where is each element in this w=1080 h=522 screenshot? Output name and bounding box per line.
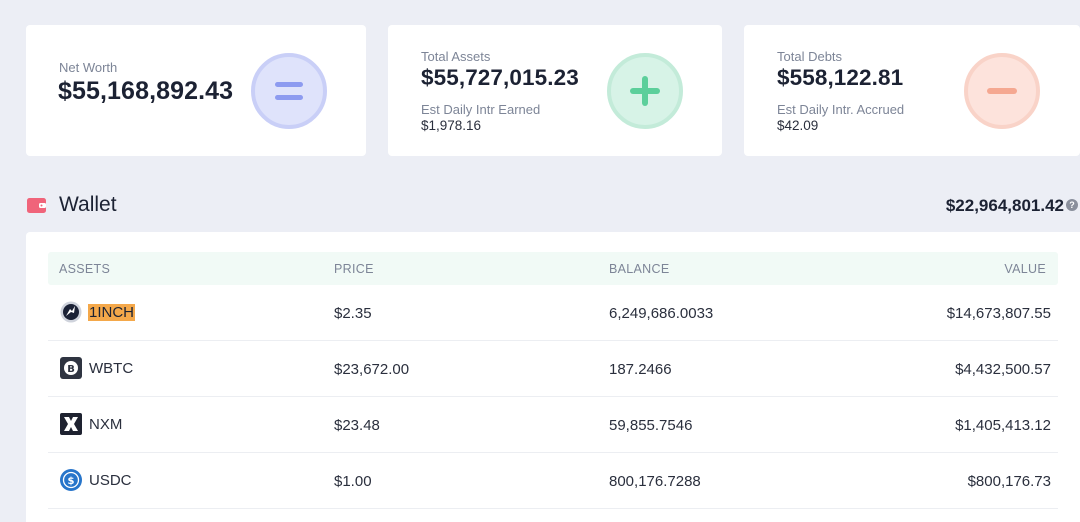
1inch-icon: [60, 301, 82, 323]
asset-price: $1.00: [334, 473, 372, 490]
column-header-value[interactable]: VALUE: [1004, 262, 1046, 276]
nxm-icon: [60, 413, 82, 435]
svg-text:$: $: [68, 476, 75, 487]
asset-balance: 59,855.7546: [609, 417, 693, 434]
minus-icon: [964, 53, 1040, 129]
asset-name: WBTC: [89, 360, 134, 377]
asset-value: $1,405,413.12: [955, 417, 1051, 434]
table-row[interactable]: 1INCH $2.35 6,249,686.0033 $14,673,807.5…: [48, 285, 1058, 341]
wallet-table: ASSETS PRICE BALANCE VALUE 1INCH $2.35 6…: [26, 232, 1080, 522]
equals-icon: [251, 53, 327, 129]
est-daily-accrued-label: Est Daily Intr. Accrued: [777, 102, 905, 117]
est-daily-earned-value: $1,978.16: [421, 118, 482, 133]
asset-price: $23,672.00: [334, 361, 410, 378]
table-row[interactable]: $ USDC $1.00 800,176.7288 $800,176.73: [48, 453, 1058, 509]
wallet-header: Wallet $22,964,801.42 ?: [26, 190, 1080, 220]
total-assets-value: $55,727,015.23: [421, 65, 579, 90]
wallet-icon: [27, 198, 46, 213]
help-icon[interactable]: ?: [1066, 199, 1078, 211]
total-debts-value: $558,122.81: [777, 65, 904, 90]
total-assets-label: Total Assets: [421, 49, 491, 64]
column-header-price[interactable]: PRICE: [334, 262, 374, 276]
table-header: ASSETS PRICE BALANCE VALUE: [48, 252, 1058, 285]
svg-text:B: B: [67, 364, 75, 375]
total-debts-label: Total Debts: [777, 49, 843, 64]
total-assets-card: Total Assets $55,727,015.23 Est Daily In…: [388, 25, 722, 156]
asset-value: $4,432,500.57: [955, 361, 1051, 378]
net-worth-value: $55,168,892.43: [58, 77, 234, 105]
plus-icon: [607, 53, 683, 129]
table-row[interactable]: B WBTC $23,672.00 187.2466 $4,432,500.57: [48, 341, 1058, 397]
table-row[interactable]: NXM $23.48 59,855.7546 $1,405,413.12: [48, 397, 1058, 453]
asset-price: $2.35: [334, 305, 372, 322]
asset-name: USDC: [89, 472, 132, 489]
wbtc-icon: B: [60, 357, 82, 379]
wallet-total-value: $22,964,801.42: [945, 196, 1064, 215]
est-daily-accrued-value: $42.09: [777, 118, 819, 133]
asset-name: NXM: [89, 416, 123, 433]
net-worth-card: Net Worth $55,168,892.43: [26, 25, 366, 156]
asset-balance: 800,176.7288: [609, 473, 701, 490]
total-debts-card: Total Debts $558,122.81 Est Daily Intr. …: [744, 25, 1080, 156]
asset-balance: 187.2466: [609, 361, 672, 378]
usdc-icon: $: [60, 469, 82, 491]
column-header-balance[interactable]: BALANCE: [609, 262, 670, 276]
asset-price: $23.48: [334, 417, 380, 434]
asset-value: $14,673,807.55: [946, 305, 1051, 322]
est-daily-earned-label: Est Daily Intr Earned: [421, 102, 541, 117]
column-header-assets[interactable]: ASSETS: [59, 262, 111, 276]
asset-balance: 6,249,686.0033: [609, 305, 714, 322]
net-worth-label: Net Worth: [59, 60, 118, 75]
wallet-title: Wallet: [59, 193, 117, 216]
asset-name: 1INCH: [88, 304, 136, 321]
asset-value: $800,176.73: [967, 473, 1051, 490]
